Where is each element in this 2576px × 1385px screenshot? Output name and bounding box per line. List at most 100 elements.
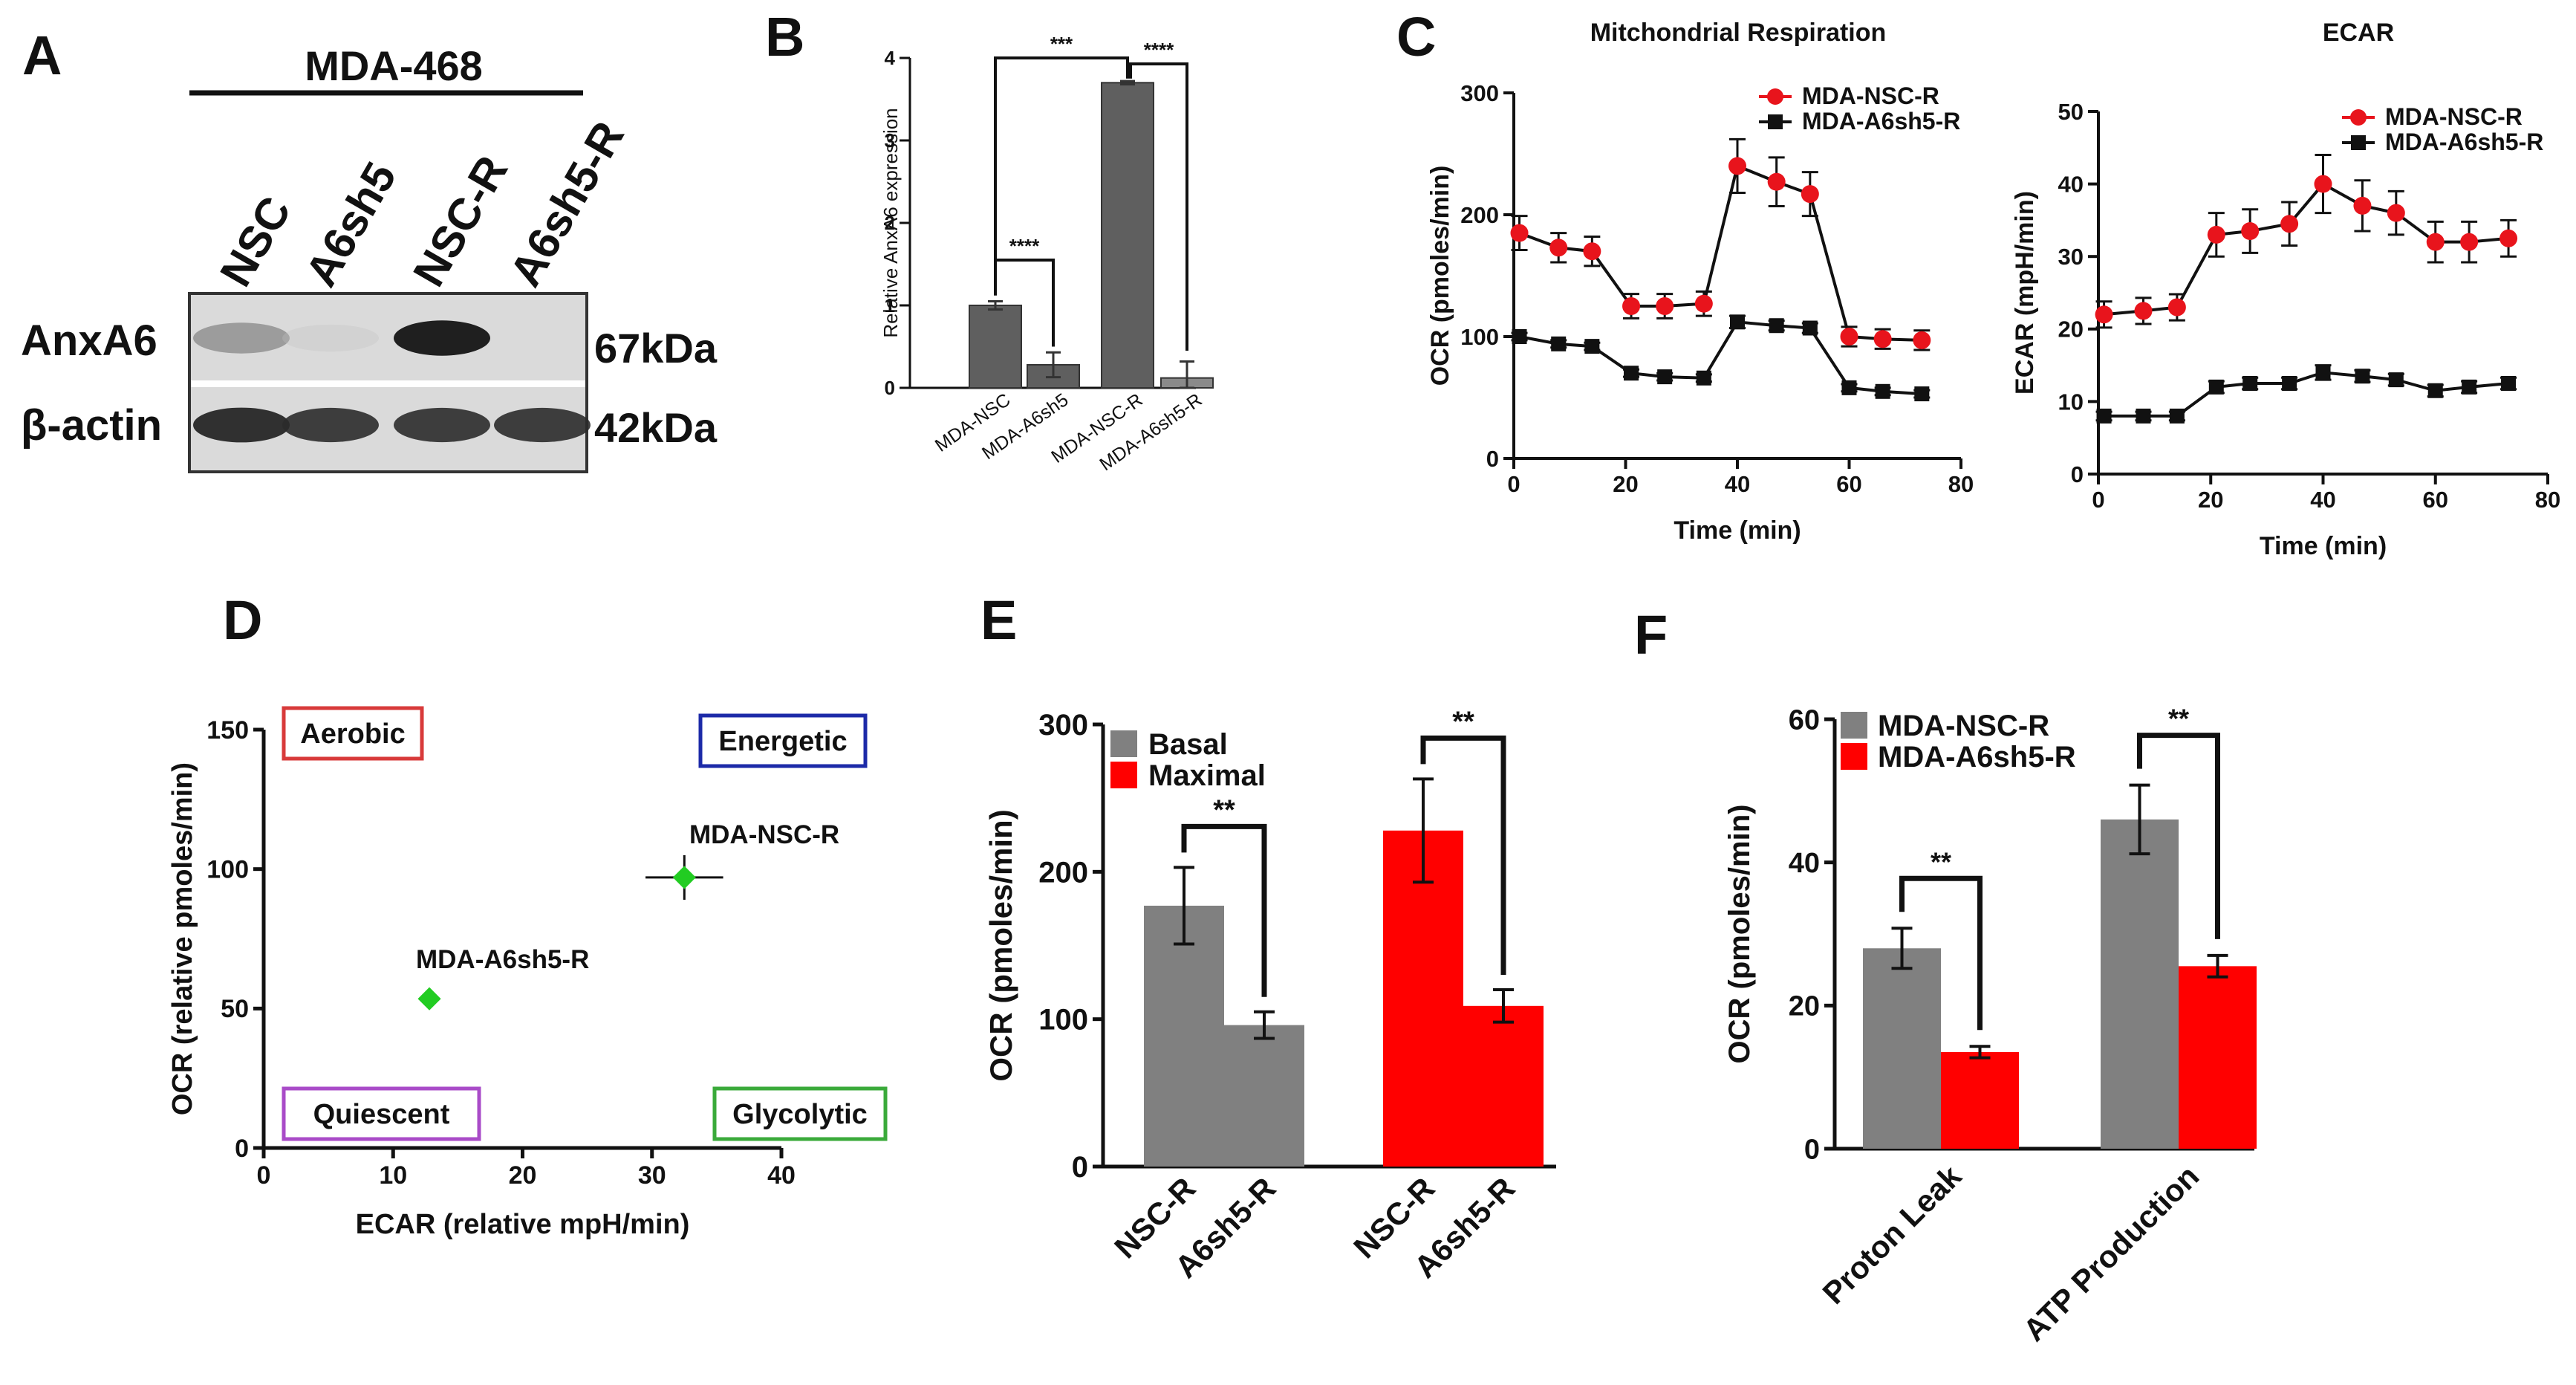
point-mda-a6sh5-r [2427,383,2443,398]
point-mda-a6sh5-r [2136,408,2151,424]
y-tick-label: 300 [1038,709,1088,742]
y-axis-title: OCR (pmoles/min) [983,809,1018,1081]
point-mda-a6sh5-r [1657,369,1673,385]
legend-marker-mda-nsc-r [1767,88,1783,105]
y-tick-label: 0 [235,1135,249,1163]
y-tick-label: 4 [885,47,896,69]
panel-c-ecar-chart: 0 10 20 30 40 50 0 20 40 60 80 ECAR Time (min) ECAR (… [2011,19,2560,560]
blot-protein-label-actin: β-actin [21,401,162,450]
point-mda-a6sh5-r [2388,372,2404,388]
quadrant-label-aerobic: Aerobic [300,719,405,750]
x-tick-label: 40 [1725,471,1750,497]
y-tick-label: 0 [2071,461,2084,487]
point-label-mda-a6sh5-r: MDA-A6sh5-R [416,945,589,974]
y-tick-label: 50 [2058,99,2084,125]
significance-label: ** [1213,794,1235,826]
point-mda-nsc-r [2499,229,2518,247]
legend-swatch-maximal [1110,762,1137,788]
y-tick-label: 2 [885,212,895,234]
x-tick-label: 40 [767,1161,796,1190]
y-tick-label: 100 [206,856,249,884]
bar-mda-nsc [969,305,1022,389]
x-axis-title: Time (min) [1674,516,1801,545]
x-category-label: MDA-A6sh5-R [1096,389,1206,475]
y-tick-label: 10 [2058,389,2084,415]
point-mda-nsc-r [1801,185,1819,204]
y-tick-label: 150 [206,716,249,745]
y-tick-label: 0 [885,377,895,399]
point-mda-nsc-r [2353,196,2372,215]
point-mda-a6sh5-r [2315,365,2331,380]
legend-label-mda-nsc-r: MDA-NSC-R [1878,710,2049,742]
bar-mda-nsc-r [1101,82,1154,389]
series-line-mda-a6sh5-r [2104,371,2509,418]
y-tick-label: 40 [2058,171,2084,197]
y-tick-label: 0 [1072,1151,1088,1184]
blot-cell-line-label: MDA-468 [305,42,483,89]
quadrant-box-aerobic [282,706,424,761]
x-axis-title: ECAR (relative mpH/min) [356,1209,690,1240]
blot-lane-label-nsc-r: NSC-R [403,147,517,294]
y-tick-label: 200 [1038,856,1088,889]
point-mda-a6sh5-r [2096,408,2112,424]
legend-label-mda-nsc-r: MDA-NSC-R [1802,82,1939,109]
significance-bracket [1899,875,1983,1031]
bar-mda-a6sh5-r-atp-production [2179,966,2257,1149]
y-axis-title: OCR (pmoles/min) [1723,805,1756,1064]
point-mda-nsc-r [2241,222,2260,241]
x-tick-label: 20 [509,1161,537,1190]
point-mda-a6sh5-r [1769,318,1784,334]
x-tick-label: 60 [2423,487,2448,513]
point-mda-a6sh5-r [1802,320,1818,336]
x-axis-title: Time (min) [2260,532,2387,560]
panel-letter-c: C [1396,6,1436,68]
blot-bands [193,320,591,443]
significance-label: ** [2168,704,2189,734]
panel-letter-a: A [22,25,62,86]
bar-maximal-a6sh5-r [1463,1005,1544,1167]
x-tick-label: 0 [1507,471,1520,497]
y-tick-label: 100 [1038,1004,1088,1037]
y-tick-label: 20 [1789,991,1820,1022]
x-tick-label: 80 [2535,487,2560,513]
x-tick-label: 60 [1836,471,1861,497]
panel-f-proton-atp-chart: 0 20 40 60 OCR (pmoles/min) Proton Leak ** ATP … [1723,704,2257,1348]
point-mda-a6sh5-r [2169,408,2185,424]
point-mda-a6sh5-r [2462,379,2477,395]
panel-letter-e: E [980,589,1017,651]
point-mda-a6sh5-r [1624,366,1639,381]
y-tick-label: 30 [2058,244,2084,270]
blot-lane-label-nsc: NSC [210,188,300,294]
y-tick-label: 3 [885,129,895,152]
legend-marker-mda-a6sh5-r [2351,135,2366,150]
x-category-label: Proton Leak [1816,1158,1968,1311]
point-mda-nsc-r [2134,302,2153,320]
blot-band-actin-nsc [193,407,290,443]
bar-maximal-nsc-r [1383,830,1463,1167]
panel-a-western-blot: MDA-468 NSC A6sh5 NSC-R A6sh5-R AnxA6 β-… [21,42,718,473]
y-tick-label: 300 [1460,80,1499,106]
y-tick-label: 100 [1460,324,1499,350]
quadrant-box-energetic [698,713,868,768]
blot-row-separator [191,380,585,387]
quadrant-box-glycolytic [712,1086,888,1141]
significance-bracket [994,258,1055,347]
x-category-label: ATP Production [2016,1158,2205,1348]
point-mda-nsc-r [1510,224,1529,242]
blot-band-anxa6-nsc [193,322,290,354]
point-mda-nsc-r [1549,239,1568,257]
x-tick-label: 40 [2310,487,2335,513]
series-line-mda-nsc-r [1518,163,1922,342]
point-mda-nsc-r [2314,175,2332,193]
point-mda-a6sh5-r [1841,380,1857,395]
panel-letter-f: F [1634,604,1668,666]
point-mda-a6sh5-r [2242,376,2258,391]
legend-label-maximal: Maximal [1148,759,1266,792]
point-mda-a6sh5-r [417,987,441,1011]
point-mda-nsc-r [1656,297,1674,315]
point-mda-nsc-r [1694,294,1713,313]
panel-letter-b: B [765,6,804,68]
significance-bracket [1420,735,1506,975]
legend-swatch-mda-nsc-r [1841,712,1867,739]
